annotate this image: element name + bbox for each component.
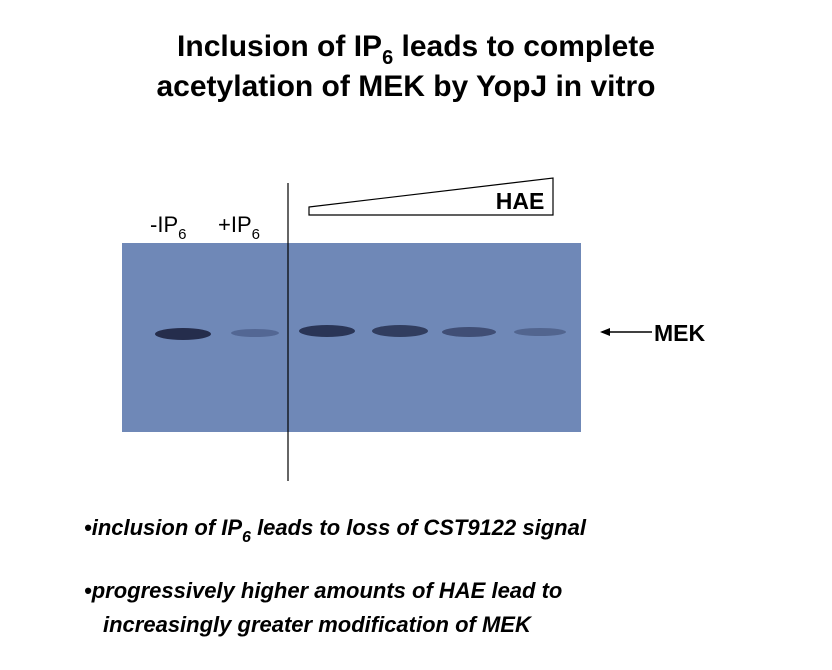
arrow-head xyxy=(600,328,610,336)
lane-label: +IP6 xyxy=(218,212,260,243)
lane-text: -IP xyxy=(150,212,178,237)
gradient-label: HAE xyxy=(496,188,545,214)
title-text: Inclusion of IP xyxy=(177,30,382,63)
bullet-continuation: increasingly greater modification of MEK xyxy=(103,612,533,637)
lane-subscript: 6 xyxy=(252,226,260,243)
bands xyxy=(155,325,566,340)
title-subscript: 6 xyxy=(382,47,393,69)
band xyxy=(514,328,566,336)
title-line: Inclusion of IP6 leads to complete xyxy=(177,30,655,69)
band xyxy=(442,327,496,337)
bullet: •inclusion of IP6 leads to loss of CST91… xyxy=(84,515,587,546)
band-label: MEK xyxy=(654,320,706,346)
lane-label: -IP6 xyxy=(150,212,186,243)
band xyxy=(231,329,279,337)
bullet-text: leads to loss of CST9122 signal xyxy=(251,515,587,540)
band xyxy=(372,325,428,337)
bullet: •progressively higher amounts of HAE lea… xyxy=(84,578,562,603)
lane-subscript: 6 xyxy=(178,226,186,243)
bullet-text: •inclusion of IP xyxy=(84,515,242,540)
bullet-subscript: 6 xyxy=(242,529,251,546)
band xyxy=(299,325,355,337)
title-line: acetylation of MEK by YopJ in vitro xyxy=(157,70,656,103)
lane-text: +IP xyxy=(218,212,252,237)
band xyxy=(155,328,211,340)
title-text: leads to complete xyxy=(393,30,655,63)
gradient-wedge xyxy=(308,177,554,216)
